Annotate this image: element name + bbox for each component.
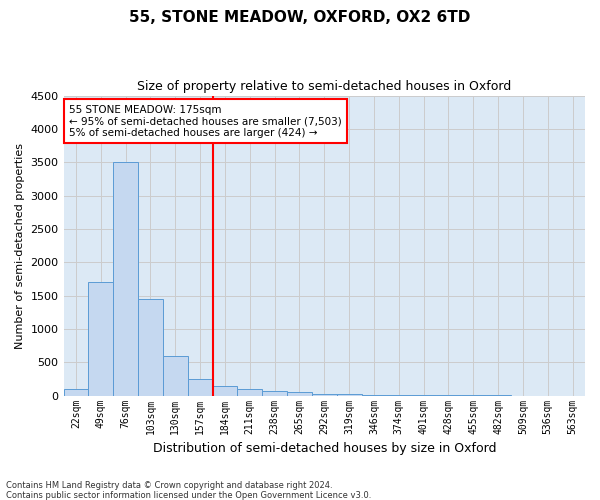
Bar: [337, 394, 362, 396]
Text: Contains HM Land Registry data © Crown copyright and database right 2024.: Contains HM Land Registry data © Crown c…: [6, 480, 332, 490]
Bar: [287, 392, 312, 396]
Text: Contains public sector information licensed under the Open Government Licence v3: Contains public sector information licen…: [6, 490, 371, 500]
Bar: [238, 389, 262, 396]
Bar: [312, 394, 337, 396]
Bar: [113, 162, 138, 396]
Bar: [188, 379, 212, 396]
X-axis label: Distribution of semi-detached houses by size in Oxford: Distribution of semi-detached houses by …: [152, 442, 496, 455]
Bar: [362, 394, 386, 396]
Bar: [64, 389, 88, 396]
Text: 55 STONE MEADOW: 175sqm
← 95% of semi-detached houses are smaller (7,503)
5% of : 55 STONE MEADOW: 175sqm ← 95% of semi-de…: [69, 104, 341, 138]
Y-axis label: Number of semi-detached properties: Number of semi-detached properties: [15, 142, 25, 348]
Bar: [138, 299, 163, 396]
Bar: [212, 386, 238, 396]
Text: 55, STONE MEADOW, OXFORD, OX2 6TD: 55, STONE MEADOW, OXFORD, OX2 6TD: [130, 10, 470, 25]
Bar: [411, 395, 436, 396]
Bar: [386, 395, 411, 396]
Bar: [262, 390, 287, 396]
Title: Size of property relative to semi-detached houses in Oxford: Size of property relative to semi-detach…: [137, 80, 511, 93]
Bar: [88, 282, 113, 396]
Bar: [163, 356, 188, 396]
